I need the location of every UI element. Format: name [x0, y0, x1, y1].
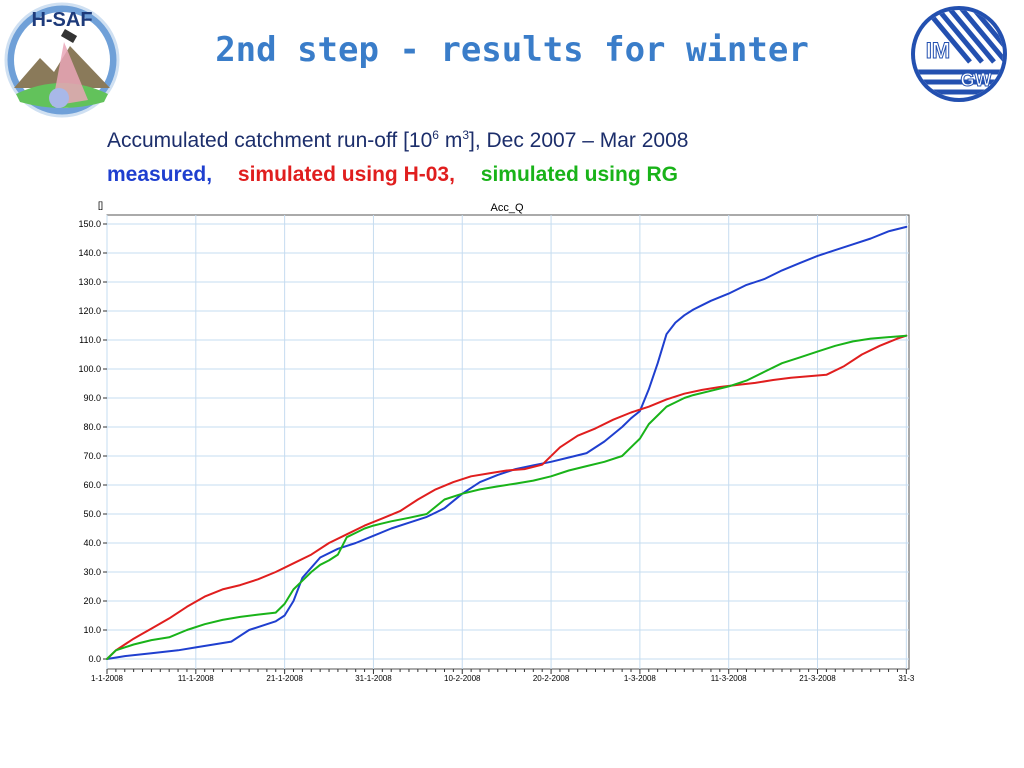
series-line-rg	[106, 334, 908, 660]
y-tick-label: 0.0	[88, 654, 101, 664]
y-tick-label: 150.0	[78, 219, 101, 229]
y-tick-label: 80.0	[83, 422, 101, 432]
legend-simulated-rg: simulated using RG	[480, 163, 678, 186]
x-tick-label: 21-1-2008	[266, 674, 303, 683]
y-tick-label: 20.0	[83, 596, 101, 606]
x-tick-label: 1-1-2008	[91, 674, 124, 683]
h-saf-logo-text: H-SAF	[31, 9, 92, 31]
legend-measured: measured,	[107, 163, 213, 186]
y-tick-label: 40.0	[83, 538, 101, 548]
x-tick-label: 20-2-2008	[533, 674, 570, 683]
imgw-logo-text-1: IM	[926, 38, 950, 63]
slide-title: 2nd step - results for winter	[215, 30, 809, 70]
imgw-logo-text-2: GW	[961, 70, 992, 90]
x-tick-label: 1-3-2008	[624, 674, 657, 683]
y-tick-label: 140.0	[78, 248, 101, 258]
y-tick-label: 50.0	[83, 509, 101, 519]
y-tick-label: 60.0	[83, 480, 101, 490]
imgw-logo: IM GW	[910, 2, 1008, 106]
y-axis-label: []	[98, 200, 103, 210]
y-tick-label: 30.0	[83, 567, 101, 577]
x-tick-label: 10-2-2008	[444, 674, 481, 683]
x-tick-label: 31-3	[898, 674, 915, 683]
series-line-measured	[106, 225, 908, 660]
y-tick-label: 110.0	[79, 335, 101, 345]
chart-subtitle: Accumulated catchment run-off [106 m3], …	[107, 128, 689, 152]
y-tick-label: 10.0	[83, 625, 101, 635]
legend-simulated-h03: simulated using H-03,	[237, 163, 455, 186]
accumulated-runoff-chart: [] Acc_Q 0.0 10.0 20.0 30.0 40.0 50.0 60.0 70.0…	[60, 198, 920, 684]
h-saf-logo: H-SAF	[4, 2, 120, 118]
y-tick-label: 100.0	[78, 364, 101, 374]
y-tick-label: 130.0	[78, 277, 101, 287]
series-line-h03	[106, 334, 908, 660]
x-tick-label: 11-1-2008	[178, 674, 214, 683]
x-tick-label: 31-1-2008	[355, 674, 392, 683]
y-tick-label: 90.0	[83, 393, 101, 403]
x-tick-label: 11-3-2008	[711, 674, 747, 683]
x-tick-label: 21-3-2008	[799, 674, 836, 683]
series-legend: measured, simulated using H-03, simulate…	[107, 163, 698, 187]
plot-area	[106, 214, 910, 670]
chart-title: Acc_Q	[490, 202, 523, 214]
y-tick-label: 70.0	[83, 451, 101, 461]
y-tick-label: 120.0	[78, 306, 101, 316]
